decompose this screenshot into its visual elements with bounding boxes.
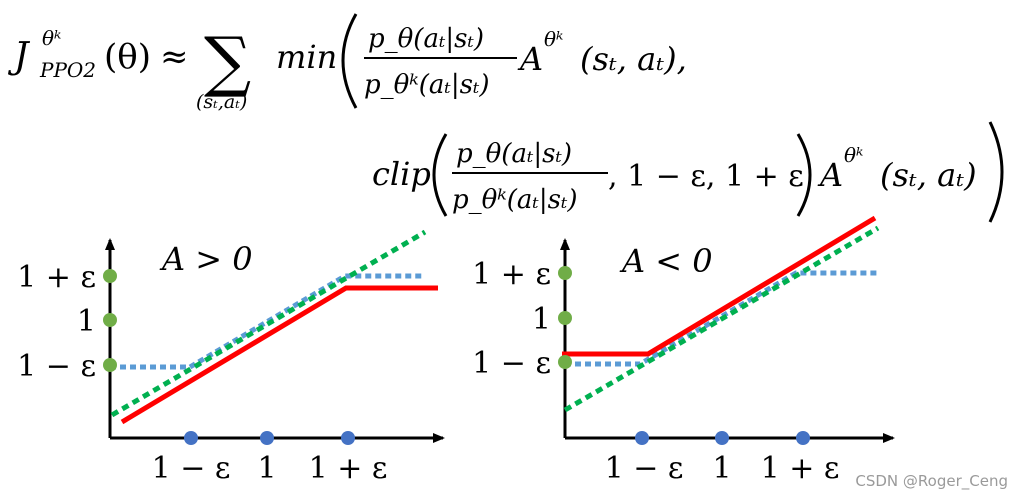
right-plot: A < 0 1 + ε 1 1 − ε 1 − ε 1 1 + ε (472, 215, 895, 486)
right-condition-label: A < 0 (619, 242, 713, 280)
formula-min-open-paren (341, 13, 358, 109)
formula-clip-open-paren (432, 133, 448, 217)
formula-clip: clip (372, 155, 431, 193)
formula-advantage-a: A (517, 40, 543, 78)
formula-clip-bounds: , 1 − ε, 1 + ε (608, 159, 804, 194)
left-green-ratio-line (110, 229, 427, 418)
formula-advantage-superscript: θᵏ (544, 27, 563, 51)
formula-clip-close-paren (796, 133, 812, 217)
formula-lhs-j: J (7, 36, 31, 77)
left-y-dot-1 (103, 313, 117, 327)
right-green-ratio-line (563, 225, 880, 413)
right-x-dot-1-minus-eps (635, 431, 649, 445)
formula-fraction-denominator: p_θᵏ(aₜ|sₜ) (364, 70, 490, 100)
formula-fraction-numerator: p_θ(aₜ|sₜ) (368, 24, 484, 54)
formula-lhs-subscript: PPO2 (39, 58, 96, 82)
left-y-tick-label: 1 (77, 304, 96, 339)
left-y-tick-label: 1 − ε (17, 349, 96, 384)
left-x-tick-label: 1 + ε (309, 451, 388, 486)
formula-clip-advantage-superscript: θᵏ (844, 143, 863, 167)
formula-clip-numerator: p_θ(aₜ|sₜ) (456, 139, 572, 169)
formula-clip-advantage-a: A (817, 156, 843, 194)
right-y-dot-1 (558, 311, 572, 325)
formula-approx: ≈ (160, 37, 189, 77)
left-x-tick-label: 1 (257, 451, 276, 486)
left-x-tick-label: 1 − ε (152, 451, 231, 486)
formula-sum-symbol: ∑ (204, 23, 251, 100)
right-red-objective-line (562, 215, 877, 357)
right-x-tick-label: 1 − ε (605, 451, 684, 486)
watermark: CSDN @Roger_Ceng (855, 472, 1008, 491)
formula-advantage-argument: (sₜ, aₜ), (580, 40, 687, 78)
formula-sum-index: (sₜ,aₜ) (196, 91, 247, 113)
right-y-dot-1-minus-eps (558, 355, 572, 369)
left-y-tick-label: 1 + ε (17, 260, 96, 295)
formula-lhs-argument: (θ) (104, 37, 151, 77)
left-blue-clip-line (110, 273, 422, 370)
formula-lhs-superscript: θᵏ (42, 26, 61, 50)
formula-clip-denominator: p_θᵏ(aₜ|sₜ) (452, 185, 578, 215)
formula-min-close-paren (988, 121, 1004, 223)
formula: J θᵏ PPO2 (θ) ≈ ∑ (sₜ,aₜ) min p_θ(aₜ|sₜ)… (7, 13, 1004, 223)
left-plot: A > 0 1 + ε 1 1 − ε 1 − ε 1 1 + ε (17, 229, 445, 486)
left-x-dot-1-plus-eps (341, 431, 355, 445)
left-condition-label: A > 0 (159, 240, 253, 278)
left-red-objective-line (120, 285, 438, 425)
left-y-dot-1-minus-eps (103, 358, 117, 372)
right-y-tick-label: 1 − ε (472, 346, 551, 381)
right-x-dot-1 (715, 431, 729, 445)
right-y-dot-1-plus-eps (558, 266, 572, 280)
left-x-dot-1-minus-eps (184, 431, 198, 445)
left-x-dot-1 (260, 431, 274, 445)
right-y-tick-label: 1 + ε (472, 257, 551, 292)
left-y-dot-1-plus-eps (103, 269, 117, 283)
formula-clip-advantage-argument: (sₜ, aₜ) (880, 156, 977, 194)
right-y-tick-label: 1 (532, 302, 551, 337)
formula-min: min (276, 38, 337, 76)
right-x-dot-1-plus-eps (796, 431, 810, 445)
right-x-tick-label: 1 + ε (761, 451, 840, 486)
right-blue-clip-line (565, 270, 878, 367)
right-x-tick-label: 1 (712, 451, 731, 486)
